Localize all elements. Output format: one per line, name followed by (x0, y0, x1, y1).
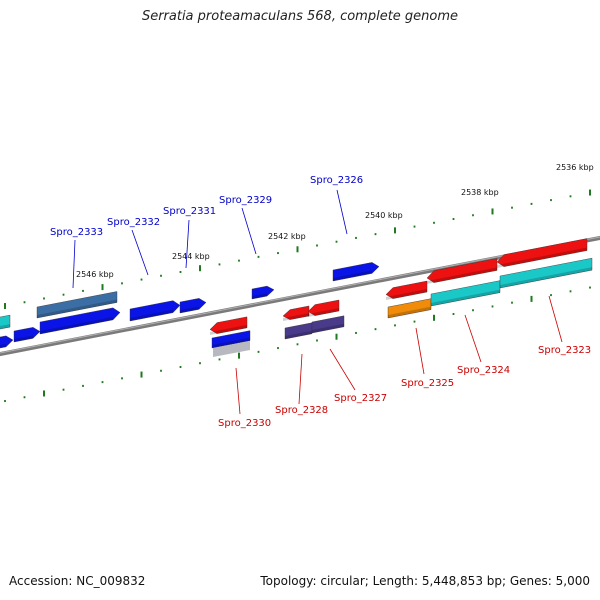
gene-shade (431, 289, 500, 306)
gene-shade (497, 247, 587, 268)
tick-marks (4, 189, 591, 403)
leader-line (464, 314, 482, 363)
gene-label: Spro_2328 (275, 405, 328, 416)
leader-line (336, 189, 348, 235)
leader-line (548, 295, 563, 343)
gene-arrow (426, 258, 498, 283)
gene-shade (210, 324, 247, 335)
gene-shade (40, 316, 113, 334)
gene-label: Spro_2326 (310, 175, 363, 186)
leader-line (131, 229, 149, 276)
gene-shade (285, 330, 312, 339)
gene-arrow (179, 298, 207, 314)
gene-features (0, 238, 593, 357)
gene-arrow (251, 285, 275, 300)
gene-shade (312, 323, 344, 333)
leader-line (415, 327, 425, 375)
position-label: 2544 kbp (172, 252, 210, 261)
gene-shade (283, 312, 309, 321)
gene-shade (252, 293, 267, 299)
gene-label: Spro_2330 (218, 418, 271, 429)
position-label: 2546 kbp (76, 270, 114, 279)
gene-arrow (211, 330, 251, 349)
position-label: 2542 kbp (268, 232, 306, 241)
leader-line (329, 348, 356, 391)
gene-arrow (387, 298, 432, 319)
gene-shade (130, 309, 173, 321)
gene-label: Spro_2333 (50, 227, 103, 238)
gene-arrow (0, 335, 14, 349)
gene-arrow (311, 315, 345, 334)
gene-arrow (36, 291, 118, 319)
gene-arrow (332, 262, 380, 282)
gene-label: Spro_2331 (163, 206, 216, 217)
gene-shade (308, 307, 339, 317)
gene-arrow (499, 257, 593, 289)
leader-line (241, 207, 257, 255)
gene-label: Spro_2323 (538, 345, 591, 356)
gene-shade (333, 270, 372, 281)
gene-arrow (496, 238, 588, 267)
gene-shade (180, 306, 199, 313)
gene-shade (427, 267, 497, 284)
gene-arrow (430, 280, 501, 307)
position-label: 2538 kbp (461, 188, 499, 197)
leader-line (185, 219, 190, 269)
gene-arrow (385, 280, 428, 299)
position-label: 2536 kbp (556, 163, 594, 172)
gene-arrow (307, 299, 340, 316)
gene-shade (500, 267, 592, 288)
leader-line (72, 239, 76, 289)
genome-title: Serratia proteamaculans 568, complete ge… (141, 9, 459, 24)
accession-text: Accession: NC_009832 (9, 574, 146, 588)
gene-arrow (284, 322, 313, 340)
gene-shade (0, 343, 6, 349)
position-labels: 2536 kbp 2538 kbp 2540 kbp 2542 kbp 2544 kbp… (76, 163, 594, 279)
gene-shade (212, 337, 250, 348)
gene-arrow (129, 300, 181, 322)
gene-arrow (39, 307, 121, 335)
label-leader-lines (72, 189, 563, 415)
genome-summary-text: Topology: circular; Length: 5,448,853 bp… (260, 574, 590, 588)
gene-shade (37, 299, 117, 318)
gene-label: Spro_2324 (457, 365, 510, 376)
gene-label: Spro_2327 (334, 393, 387, 404)
gene-shade (0, 324, 10, 330)
gene-arrow (209, 316, 248, 334)
gene-shadow (213, 341, 250, 357)
leader-line (298, 353, 303, 405)
leader-line (235, 367, 241, 415)
gene-label: Spro_2325 (401, 378, 454, 389)
gene-label: Spro_2329 (219, 195, 272, 206)
position-label: 2540 kbp (365, 211, 403, 220)
gene-shade (388, 306, 431, 318)
gene-shade (386, 289, 427, 300)
gene-arrow (13, 327, 41, 343)
gene-shade (14, 335, 33, 342)
gene-arrow (0, 314, 11, 330)
gene-label: Spro_2332 (107, 217, 160, 228)
